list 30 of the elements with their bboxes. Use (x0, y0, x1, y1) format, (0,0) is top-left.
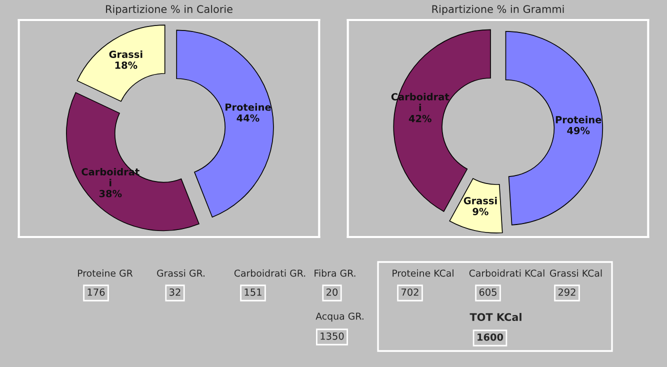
data-label: 44% (236, 114, 260, 122)
chart-title: Ripartizione % in Calorie (106, 4, 232, 16)
text: 151 (244, 288, 262, 296)
text: 1600 (478, 333, 504, 341)
text: Fibra GR. (314, 269, 356, 277)
data-label: 9% (472, 208, 488, 216)
slice-label: Grassi (109, 50, 142, 58)
text: Carboidrati KCal (469, 269, 544, 277)
data-label: 49% (567, 126, 590, 134)
text: 605 (479, 288, 496, 296)
slice-label: Grassi (464, 196, 497, 204)
text: Proteine KCal (392, 269, 454, 277)
text: 292 (558, 288, 576, 296)
data-label: 18% (115, 62, 138, 69)
text: 702 (402, 288, 418, 296)
text: 1350 (320, 332, 344, 340)
text: Grassi GR. (157, 269, 204, 277)
chart-title: Ripartizione % in Grammi (432, 4, 564, 16)
text: Acqua GR. (316, 312, 364, 322)
slice-label: Proteine (226, 103, 271, 111)
data-label: 42% (408, 114, 432, 122)
data-label: 38% (99, 190, 122, 198)
text: Proteine GR (78, 269, 133, 277)
text: Carboidrati GR. (234, 269, 306, 277)
text: 20 (326, 288, 338, 296)
text: 32 (170, 288, 180, 296)
slice-label: Proteine (556, 116, 602, 124)
text: 176 (88, 288, 105, 296)
text: Grassi KCal (550, 269, 602, 277)
text: TOT KCal (470, 312, 522, 322)
